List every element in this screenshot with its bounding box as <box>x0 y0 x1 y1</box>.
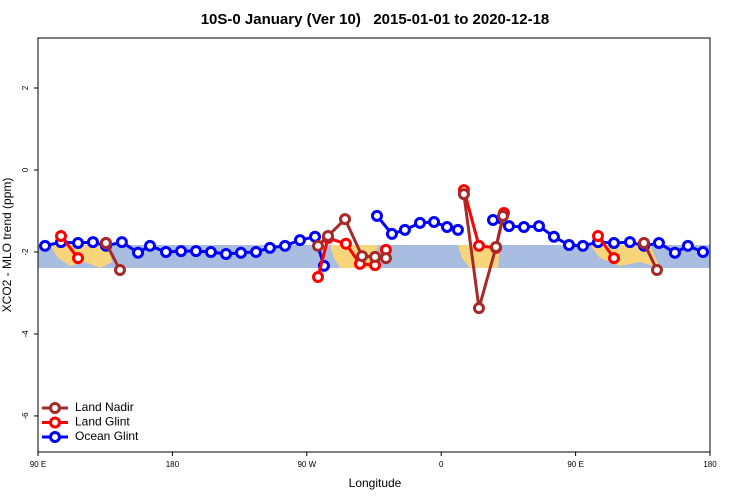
point <box>533 220 546 233</box>
x-tick-label: 0 <box>439 460 444 469</box>
point <box>385 227 398 240</box>
point <box>175 245 188 258</box>
point <box>637 236 650 249</box>
chart-title: 10S-0 January (Ver 10) 2015-01-01 to 202… <box>201 11 550 28</box>
point <box>472 302 485 315</box>
land <box>458 245 500 268</box>
point <box>428 216 441 229</box>
y-tick-label: -4 <box>21 330 30 338</box>
point <box>487 213 500 226</box>
point <box>379 252 392 265</box>
point <box>189 245 202 258</box>
x-tick-label: 180 <box>703 460 717 469</box>
point <box>696 245 709 258</box>
legend-label: Land Glint <box>75 415 130 429</box>
point <box>234 246 247 259</box>
legend-marker <box>49 402 61 414</box>
point <box>623 236 636 249</box>
point <box>652 236 665 249</box>
x-axis-label: Longitude <box>349 476 402 490</box>
x-tick-label: 180 <box>166 460 180 469</box>
y-tick-label: 0 <box>21 167 30 172</box>
point <box>263 241 276 254</box>
point <box>204 245 217 258</box>
point <box>681 239 694 252</box>
legend-label: Land Nadir <box>75 400 134 414</box>
point <box>650 264 663 277</box>
point <box>451 223 464 236</box>
point <box>413 216 426 229</box>
point <box>592 229 604 242</box>
point <box>607 252 620 265</box>
point <box>370 209 383 222</box>
x-tick-label: 90 E <box>30 460 46 469</box>
plot-frame <box>37 37 711 453</box>
point <box>132 246 145 259</box>
point <box>293 234 306 247</box>
point <box>54 229 67 242</box>
point <box>322 229 335 242</box>
point <box>113 264 126 277</box>
point <box>356 250 369 263</box>
point <box>547 230 560 243</box>
legend-marker <box>49 431 61 443</box>
point <box>339 213 352 226</box>
point <box>99 236 112 249</box>
point <box>115 236 128 249</box>
point <box>312 239 324 252</box>
land-shapes <box>50 245 660 268</box>
x-tick-label: 90 E <box>567 460 583 469</box>
legend-marker <box>49 416 61 429</box>
point <box>441 220 454 233</box>
point <box>517 220 530 233</box>
point <box>607 236 620 249</box>
point <box>472 239 485 252</box>
point <box>497 209 510 222</box>
point <box>502 220 515 233</box>
point <box>668 246 681 259</box>
y-tick-label: -6 <box>21 412 30 420</box>
point <box>250 245 263 258</box>
point <box>398 223 411 236</box>
point <box>72 236 85 249</box>
point <box>278 239 291 252</box>
point <box>563 239 576 251</box>
point <box>490 241 503 254</box>
point <box>144 239 156 252</box>
point <box>39 239 52 252</box>
point <box>312 270 324 283</box>
point <box>457 188 470 201</box>
y-axis-label: XCO2 - MLO trend (ppm) <box>0 178 14 313</box>
point <box>220 248 233 261</box>
y-tick-label: -2 <box>21 248 30 256</box>
point <box>369 250 382 263</box>
point <box>576 239 589 252</box>
series-line <box>104 193 659 310</box>
point <box>159 245 172 258</box>
legend-label: Ocean Glint <box>75 429 139 443</box>
y-tick-label: 2 <box>21 85 30 90</box>
x-tick-label: 90 W <box>297 460 316 469</box>
point <box>72 252 85 265</box>
point <box>86 236 99 249</box>
point <box>339 237 352 250</box>
